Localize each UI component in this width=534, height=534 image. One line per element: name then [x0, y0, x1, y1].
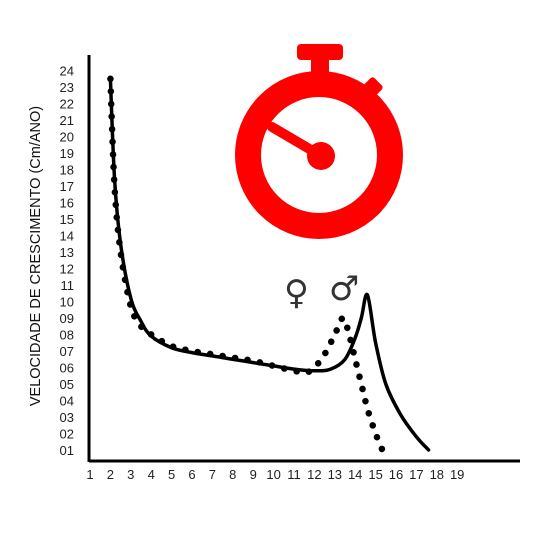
x-tick-label: 2 [107, 467, 114, 482]
y-tick-label: 12 [60, 262, 74, 277]
x-tick-label: 12 [307, 467, 321, 482]
y-tick-label: 10 [60, 295, 74, 310]
y-tick-label: 07 [60, 344, 74, 359]
y-tick-label: 09 [60, 311, 74, 326]
series-line-male-solid [108, 77, 431, 452]
x-tick-label: 4 [148, 467, 155, 482]
y-tick-label: 01 [60, 443, 74, 458]
y-tick-label: 18 [60, 163, 74, 178]
y-tick-label: 06 [60, 361, 74, 376]
y-tick-label: 19 [60, 146, 74, 161]
x-tick-label: 13 [328, 467, 342, 482]
y-tick-label: 05 [60, 377, 74, 392]
y-tick-label: 15 [60, 212, 74, 227]
y-tick-label: 04 [60, 394, 74, 409]
x-tick-label: 3 [127, 467, 134, 482]
x-tick-label: 15 [368, 467, 382, 482]
x-tick-label: 10 [266, 467, 280, 482]
x-tick-label: 7 [209, 467, 216, 482]
y-tick-label: 03 [60, 410, 74, 425]
y-tick-label: 02 [60, 427, 74, 442]
x-tick-labels: 1 2 3 4 5 6 7 8 9 10 11 12 13 14 15 16 17 18 19 [86, 467, 464, 482]
x-tick-label: 17 [409, 467, 423, 482]
x-tick-label: 5 [168, 467, 175, 482]
x-tick-label: 9 [250, 467, 257, 482]
y-tick-label: 11 [61, 278, 75, 293]
series-group [107, 75, 431, 457]
series-line-female-dotted [107, 75, 388, 457]
y-tick-label: 24 [60, 64, 74, 79]
x-tick-label: 1 [86, 467, 93, 482]
y-tick-label: 13 [60, 245, 74, 260]
male-symbol: ♂ [329, 269, 359, 309]
y-tick-label: 17 [60, 179, 74, 194]
x-tick-label: 19 [450, 467, 464, 482]
y-tick-label: 08 [60, 328, 74, 343]
x-tick-label: 8 [229, 467, 236, 482]
x-tick-label: 16 [389, 467, 403, 482]
y-tick-label: 21 [60, 113, 74, 128]
y-tick-label: 14 [60, 229, 74, 244]
stopwatch-icon [235, 44, 403, 239]
y-tick-label: 22 [60, 97, 74, 112]
female-symbol: ♀ [284, 273, 309, 313]
y-tick-label: 20 [60, 130, 74, 145]
y-axis-title: VELOCIDADE DE CRESCIMENTO (Cm/ANO) [28, 106, 44, 406]
x-tick-label: 6 [188, 467, 195, 482]
y-tick-label: 23 [60, 80, 74, 95]
x-tick-label: 14 [348, 467, 362, 482]
x-tick-label: 11 [287, 467, 301, 482]
x-tick-label: 18 [430, 467, 444, 482]
y-tick-label: 16 [60, 196, 74, 211]
